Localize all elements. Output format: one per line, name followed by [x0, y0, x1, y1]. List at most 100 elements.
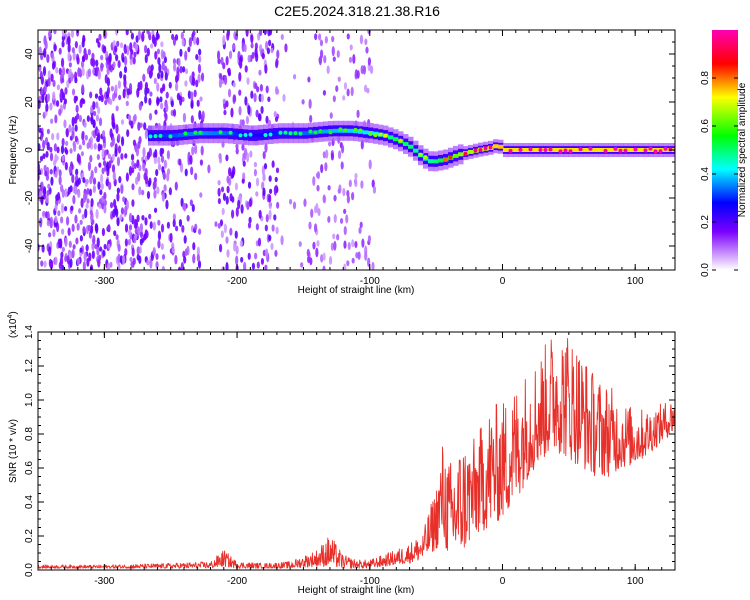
- spectrogram-noise-cell: [264, 248, 269, 258]
- spectrogram-noise-cell: [41, 94, 45, 102]
- spectrogram-noise-cell: [84, 192, 88, 200]
- spectrogram-noise-cell: [72, 244, 76, 250]
- spectrogram-noise-cell: [117, 60, 121, 68]
- spectrogram-noise-cell: [54, 204, 58, 211]
- spectrogram-noise-cell: [225, 261, 229, 270]
- spectrogram-noise-cell: [44, 40, 48, 50]
- spectrogram-noise-cell: [72, 140, 76, 148]
- spectrogram-noise-cell: [99, 246, 103, 252]
- spectrogram-peak: [158, 133, 163, 138]
- spectrogram-noise-cell: [234, 230, 238, 239]
- spectrogram-noise-cell: [367, 235, 372, 243]
- spectrogram-noise-cell: [42, 66, 47, 77]
- spectrogram-noise-cell: [103, 149, 108, 157]
- spectrogram-band-inner: [253, 133, 259, 138]
- spectrogram-noise-cell: [260, 94, 264, 103]
- spectrogram-noise-cell: [122, 88, 126, 99]
- spectrogram-noise-cell: [247, 252, 251, 260]
- spectrogram-noise-cell: [340, 144, 345, 154]
- spectrogram-band-inner: [273, 131, 279, 136]
- spectrogram-peak: [228, 130, 233, 135]
- spectrogram-noise-cell: [63, 98, 67, 105]
- spectrogram-peak: [398, 138, 403, 143]
- spectrogram-peak: [423, 155, 428, 160]
- spectrogram-noise-cell: [72, 194, 76, 205]
- spectrogram-noise-cell: [120, 207, 125, 215]
- spectrogram-noise-cell: [254, 82, 258, 90]
- snr-scale-exponent: 4: [7, 315, 14, 319]
- spectrogram-noise-cell: [38, 143, 41, 152]
- spectrogram-noise-cell: [332, 56, 336, 62]
- spectrogram-noise-cell: [46, 54, 50, 63]
- spectrogram-noise-cell: [166, 221, 171, 229]
- spectrogram-noise-cell: [71, 248, 75, 259]
- spectrogram-noise-cell: [332, 95, 336, 103]
- spectrogram-noise-cell: [315, 247, 319, 258]
- spectrogram-noise-cell: [183, 255, 187, 264]
- spectrogram-band-inner: [583, 148, 589, 152]
- spectrogram-noise-cell: [354, 172, 358, 180]
- spectrogram-noise-cell: [95, 59, 99, 67]
- spectrogram-noise-cell: [109, 261, 113, 268]
- spectrogram-noise-cell: [223, 223, 227, 234]
- spectrogram-noise-cell: [131, 199, 135, 207]
- spectrogram-noise-cell: [184, 168, 188, 177]
- spectrogram-noise-cell: [316, 184, 320, 192]
- spectrogram-noise-cell: [160, 223, 165, 233]
- spectrogram-noise-cell: [268, 209, 272, 220]
- spectrogram-noise-cell: [307, 76, 311, 83]
- spectrogram-noise-cell: [46, 93, 51, 100]
- spectrogram-noise-cell: [124, 238, 128, 247]
- spectrogram-noise-cell: [364, 38, 368, 46]
- spectrogram-noise-cell: [112, 61, 116, 69]
- spectrogram-noise-cell: [138, 101, 142, 111]
- spectrogram-noise-cell: [369, 65, 374, 75]
- spectrogram-noise-cell: [244, 147, 248, 156]
- spectrogram-noise-cell: [61, 228, 65, 235]
- spectrogram-noise-cell: [256, 261, 260, 269]
- spectrogram-noise-cell: [123, 47, 128, 55]
- spectrogram-noise-cell: [91, 58, 96, 68]
- spectrogram-noise-cell: [190, 115, 194, 124]
- spectrogram-noise-cell: [228, 50, 233, 60]
- spectrogram-noise-cell: [227, 70, 232, 77]
- spectrogram-noise-cell: [257, 113, 262, 122]
- colorbar-ticks: 0.0 0.2 0.4 0.6 0.8: [700, 71, 738, 277]
- spectrogram-noise-cell: [313, 223, 318, 233]
- y-tick-label: 0.6: [24, 461, 35, 475]
- spectrogram-band-inner: [593, 148, 599, 152]
- spectrogram-noise-cell: [292, 74, 297, 80]
- spectrogram-noise-cell: [67, 227, 71, 236]
- spectrogram-noise-cell: [156, 48, 161, 55]
- spectrogram-noise-cell: [230, 107, 234, 118]
- spectrogram-noise-cell: [117, 253, 121, 264]
- spectrogram-noise-cell: [107, 243, 111, 250]
- spectrogram-noise-cell: [238, 106, 242, 116]
- spectrogram-noise-cell: [114, 84, 118, 94]
- spectrogram-noise-cell: [349, 44, 353, 51]
- spectrogram-noise-cell: [200, 72, 205, 82]
- spectrogram-noise-cell: [98, 203, 102, 209]
- spectrogram-noise-cell: [120, 119, 125, 125]
- spectrogram-noise-cell: [61, 188, 65, 198]
- spectrogram-noise-cell: [49, 102, 53, 111]
- y-tick-label: 20: [24, 96, 35, 108]
- spectrogram-noise-cell: [259, 83, 263, 92]
- spectrogram-noise-cell: [39, 70, 43, 81]
- spectrogram-noise-cell: [266, 47, 271, 55]
- spectrogram-band-inner: [233, 132, 239, 137]
- spectrogram-noise-cell: [115, 124, 119, 134]
- spectrogram-noise-cell: [258, 209, 262, 219]
- spectrogram-noise-cell: [97, 69, 101, 80]
- colorbar-label: Normalized spectral amplitude: [737, 82, 748, 217]
- spectrogram-noise-cell: [323, 55, 327, 64]
- spectrogram-noise-cell: [101, 167, 105, 175]
- spectrogram-noise-cell: [116, 40, 120, 47]
- spectrogram-noise-cell: [268, 30, 273, 36]
- spectrogram-noise-cell: [314, 33, 318, 41]
- spectrogram-noise-cell: [82, 261, 86, 270]
- spectrogram-peak: [588, 146, 593, 151]
- spectrogram-noise-cell: [75, 30, 80, 37]
- spectrogram-noise-cell: [343, 225, 347, 236]
- spectrogram-noise-cell: [137, 171, 141, 182]
